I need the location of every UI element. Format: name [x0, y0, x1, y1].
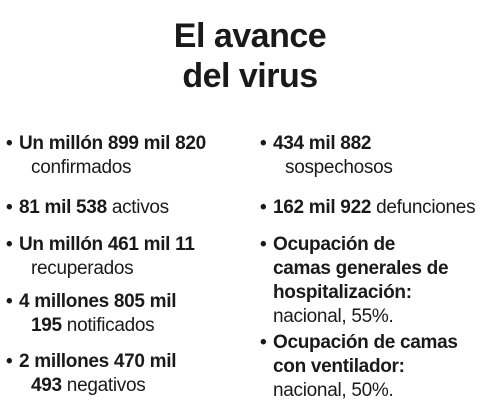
stat-heading-line-2: con ventilador:: [273, 356, 405, 377]
stat-label: recuperados: [31, 258, 134, 279]
list-item-sospechosos: • 434 mil 882 sospechosos: [260, 132, 393, 180]
list-item-defunciones: • 162 mil 922 defunciones: [260, 196, 476, 220]
stat-value: 162 mil 922: [273, 197, 372, 218]
stat-heading-line-2: camas generales de: [273, 258, 449, 279]
stat-label: activos: [111, 197, 169, 218]
list-item-confirmados: • Un millón 899 mil 820 confirmados: [6, 132, 206, 180]
stat-label: notificados: [66, 315, 155, 336]
bullet-icon: •: [260, 197, 267, 218]
stat-heading-line-1: Ocupación de camas: [273, 332, 458, 353]
bullet-icon: •: [6, 197, 13, 218]
stat-value: 434 mil 882: [273, 133, 372, 154]
bullet-icon: •: [260, 332, 267, 353]
title-line-2: del virus: [182, 57, 318, 95]
list-item-ocupacion-ventilador: • Ocupación de camas con ventilador: nac…: [260, 331, 500, 403]
title-line-1: El avance: [173, 17, 327, 55]
stat-label: negativos: [66, 375, 146, 396]
stat-value: Un millón 461 mil 11: [19, 234, 195, 255]
stat-label: confirmados: [31, 157, 132, 178]
page-title: El avance del virus: [0, 16, 500, 96]
bullet-icon: •: [6, 133, 13, 154]
stat-value-line-1: 2 millones 470 mil: [19, 351, 177, 372]
list-item-ocupacion-hospitalizacion: • Ocupación de camas generales de hospit…: [260, 233, 500, 329]
stat-label: nacional, 50%.: [273, 380, 394, 401]
list-item-recuperados: • Un millón 461 mil 11 recuperados: [6, 233, 195, 281]
bullet-icon: •: [6, 351, 13, 372]
bullet-icon: •: [6, 291, 13, 312]
stat-value: 81 mil 538: [19, 197, 107, 218]
bullet-icon: •: [260, 133, 267, 154]
stat-value-line-2: 493: [31, 375, 62, 396]
list-item-negativos: • 2 millones 470 mil 493 negativos: [6, 350, 177, 398]
list-item-activos: • 81 mil 538 activos: [6, 196, 169, 220]
stat-value-line-1: 4 millones 805 mil: [19, 291, 177, 312]
bullet-icon: •: [260, 234, 267, 255]
stat-label: sospechosos: [285, 157, 393, 178]
stat-heading-line-1: Ocupación de: [273, 234, 396, 255]
list-item-notificados: • 4 millones 805 mil 195 notificados: [6, 290, 177, 338]
stat-label: nacional, 55%.: [273, 306, 394, 327]
stat-label: defunciones: [376, 197, 476, 218]
stat-value-line-2: 195: [31, 315, 62, 336]
bullet-icon: •: [6, 234, 13, 255]
stat-heading-line-3: hospitalización:: [273, 282, 412, 303]
stat-value: Un millón 899 mil 820: [19, 133, 206, 154]
